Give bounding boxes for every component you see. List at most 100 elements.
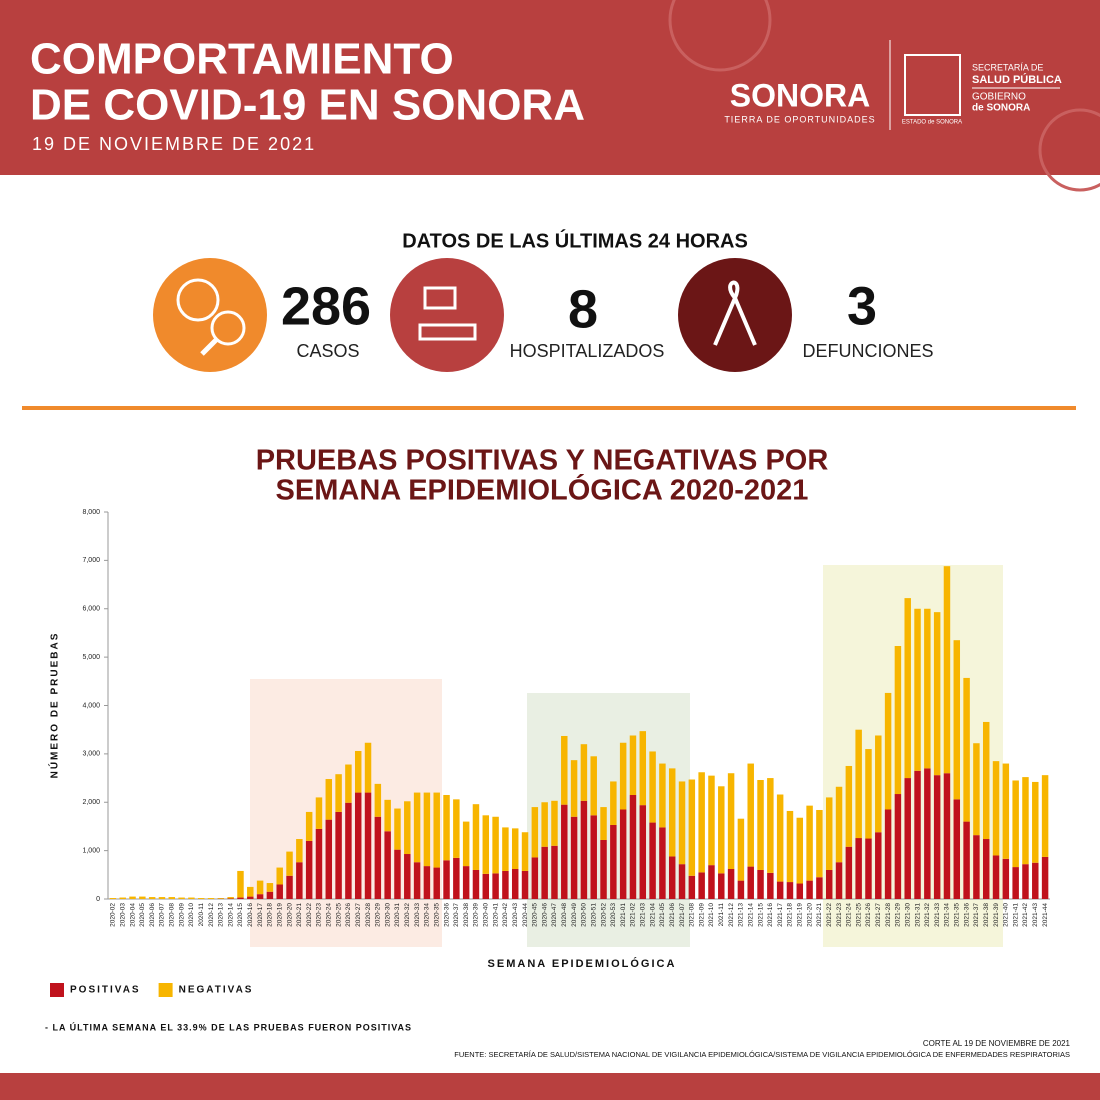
bar-segment — [767, 778, 774, 873]
x-tick-label: 2021-06 — [669, 903, 676, 927]
bar-segment — [325, 779, 333, 820]
bar-segment — [188, 897, 195, 899]
bar-segment — [335, 774, 342, 812]
header-band — [0, 0, 1100, 175]
x-tick-label: 2020-13 — [218, 903, 225, 927]
bar-segment — [708, 775, 715, 866]
bar-segment — [953, 799, 961, 899]
bar-segment — [580, 744, 588, 801]
x-tick-label: 2021-25 — [855, 903, 862, 927]
bar-segment — [659, 763, 666, 828]
bar-segment — [413, 862, 421, 899]
bar-segment — [1022, 777, 1029, 865]
footer-band — [0, 1073, 1100, 1100]
bar-segment — [992, 761, 1000, 856]
bar-segment — [1002, 763, 1010, 859]
x-tick-label: 2020-31 — [394, 903, 401, 927]
bar-segment — [757, 869, 764, 899]
stat-value: 286 — [281, 276, 371, 336]
bar-segment — [894, 645, 902, 795]
bar-segment — [825, 869, 833, 899]
bar-segment — [413, 792, 421, 863]
x-tick-label: 2021-41 — [1012, 903, 1019, 927]
bar-segment — [1032, 781, 1039, 863]
bar-segment — [296, 862, 303, 899]
legend-label: POSITIVAS — [70, 985, 141, 996]
x-tick-label: 2021-07 — [679, 903, 686, 927]
bar-segment — [688, 875, 696, 899]
bar-segment — [247, 896, 254, 899]
x-tick-label: 2021-24 — [846, 903, 853, 927]
y-tick-label: 7,000 — [82, 557, 100, 564]
x-tick-label: 2021-33 — [934, 903, 941, 927]
decor — [668, 0, 772, 72]
x-tick-label: 2020-18 — [267, 903, 274, 927]
bar-segment — [247, 886, 254, 897]
bar-segment — [875, 735, 882, 833]
secretaria: SALUD PÚBLICA — [972, 73, 1062, 86]
x-tick-label: 2021-01 — [620, 903, 627, 927]
x-tick-label: 2020-25 — [335, 903, 342, 927]
x-tick-label: 2020-41 — [492, 903, 499, 927]
bar-segment — [237, 870, 244, 898]
bar-segment — [894, 794, 902, 899]
bar-segment — [511, 869, 519, 899]
stat-value: 3 — [847, 276, 877, 336]
bar-segment — [374, 783, 382, 817]
y-tick-label: 3,000 — [82, 751, 100, 758]
bar-segment — [305, 840, 313, 899]
x-tick-label: 2020-22 — [306, 903, 313, 927]
bar-segment — [933, 612, 941, 776]
bar-segment — [266, 891, 274, 899]
bar-segment — [531, 857, 539, 899]
bar-segment — [354, 750, 362, 793]
bar-segment — [884, 809, 892, 899]
x-axis-title: SEMANA EPIDEMIOLÓGICA — [488, 957, 677, 970]
header-date: 19 DE NOVIEMBRE DE 2021 — [32, 134, 316, 154]
x-tick-label: 2021-30 — [904, 903, 911, 927]
x-tick-label: 2020-15 — [237, 903, 244, 927]
bar-segment — [982, 839, 990, 899]
x-tick-label: 2020-06 — [149, 903, 156, 927]
bar-segment — [286, 875, 293, 899]
highlight-wave — [823, 565, 1003, 947]
bar-segment — [678, 781, 686, 865]
bar-segment — [845, 765, 853, 847]
x-tick-label: 2021-22 — [826, 903, 833, 927]
icon-lens — [210, 310, 246, 346]
bar-segment — [806, 880, 813, 899]
bar-segment — [541, 846, 548, 899]
x-tick-label: 2020-47 — [551, 903, 558, 927]
bar-segment — [619, 809, 627, 899]
bar-segment — [345, 802, 352, 899]
bar-segment — [649, 751, 656, 823]
x-tick-label: 2020-46 — [541, 903, 548, 927]
x-tick-label: 2020-10 — [188, 903, 195, 927]
bar-segment — [747, 763, 754, 867]
bar-segment — [639, 805, 647, 899]
bar-segment — [384, 831, 391, 899]
x-tick-label: 2021-15 — [757, 903, 764, 927]
x-tick-label: 2020-43 — [512, 903, 519, 927]
x-tick-label: 2021-43 — [1032, 903, 1039, 927]
x-tick-label: 2021-14 — [747, 903, 754, 927]
bar-segment — [364, 792, 372, 899]
bar-segment — [551, 800, 558, 846]
x-tick-label: 2021-21 — [816, 903, 823, 927]
x-tick-label: 2020-27 — [355, 903, 362, 927]
bar-segment — [943, 773, 951, 899]
x-tick-label: 2020-34 — [424, 903, 431, 927]
bar-segment — [345, 764, 352, 803]
x-tick-label: 2020-48 — [561, 903, 568, 927]
y-tick-label: 2,000 — [82, 799, 100, 806]
bar-segment — [551, 845, 558, 899]
icon-hospital — [390, 258, 504, 372]
x-tick-label: 2021-34 — [944, 903, 951, 927]
bar-segment — [698, 872, 705, 899]
bar-segment — [825, 797, 833, 870]
x-tick-label: 2021-28 — [885, 903, 892, 927]
x-tick-label: 2021-17 — [777, 903, 784, 927]
bar-segment — [590, 815, 597, 899]
icon-lens — [200, 338, 218, 356]
